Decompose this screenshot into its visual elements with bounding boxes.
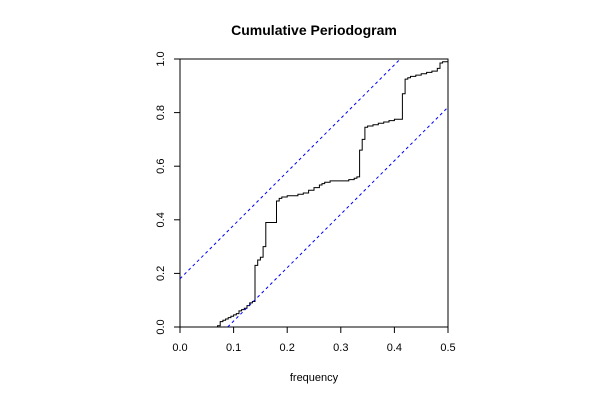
x-axis-label: frequency	[290, 372, 339, 384]
y-axis: 0.0 0.2 0.4 0.6 0.8 1.0	[155, 51, 180, 335]
x-tick-label: 0.2	[280, 342, 295, 354]
x-tick-label: 0.0	[172, 342, 187, 354]
y-tick-label: 0.8	[155, 105, 167, 120]
chart-title: Cumulative Periodogram	[231, 22, 397, 38]
plot-frame	[179, 58, 449, 328]
x-tick-label: 0.1	[226, 342, 241, 354]
cumulative-periodogram-line	[180, 59, 449, 328]
x-tick-label: 0.5	[440, 342, 455, 354]
y-tick-label: 0.0	[155, 319, 167, 334]
y-tick-label: 0.6	[155, 159, 167, 174]
y-tick-label: 0.2	[155, 266, 167, 281]
upper-confidence-line	[180, 59, 401, 280]
x-axis: 0.0 0.1 0.2 0.3 0.4 0.5	[172, 327, 456, 354]
x-tick-label: 0.4	[387, 342, 402, 354]
y-tick-label: 1.0	[155, 51, 167, 66]
lower-confidence-line	[227, 106, 448, 327]
plot-area	[179, 58, 449, 328]
y-tick-label: 0.4	[155, 212, 167, 227]
x-tick-label: 0.3	[333, 342, 348, 354]
